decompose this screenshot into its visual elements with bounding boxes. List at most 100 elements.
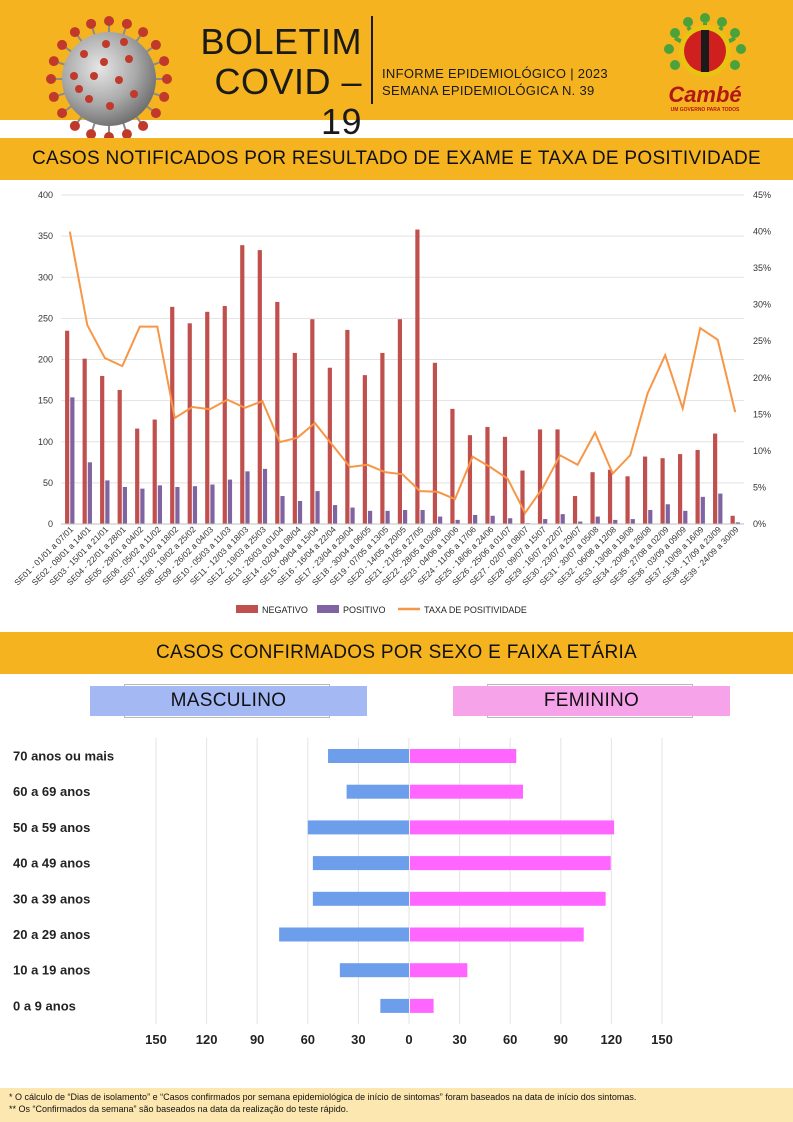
positivo-bar <box>297 500 303 524</box>
virus-spike-tip <box>69 120 80 131</box>
feminino-bar <box>410 749 517 763</box>
x-tick-label: 90 <box>250 1032 264 1047</box>
age-group-label: 70 anos ou mais <box>13 749 114 764</box>
x-tick-label: 60 <box>503 1032 517 1047</box>
virus-spike-tip <box>69 27 80 38</box>
negativo-bar <box>432 362 438 524</box>
x-tick-label: 30 <box>452 1032 466 1047</box>
y-tick-left: 200 <box>38 355 53 365</box>
virus-spike-tip <box>48 91 59 102</box>
positivo-bar <box>420 510 425 524</box>
y-tick-left: 250 <box>38 313 53 323</box>
positivo-bar <box>438 516 443 524</box>
x-tick-label: 0 <box>405 1032 412 1047</box>
legend-label: POSITIVO <box>343 605 386 615</box>
virus-spike-tip <box>57 108 68 119</box>
negativo-bar <box>117 389 122 524</box>
virus-spike-tip <box>86 129 97 140</box>
feminino-label: FEMININO <box>453 686 730 716</box>
feminino-bar <box>410 784 524 799</box>
notified-cases-chart: 400 350 300 250 200 150 100 50 0 45% 40% 35% 30% 25% 2… <box>12 190 771 615</box>
y-tick-right: 10% <box>753 446 771 456</box>
negativo-bar <box>65 330 70 524</box>
positivo-bar <box>280 496 285 524</box>
negativo-bar <box>327 367 332 524</box>
positivo-bar <box>595 516 600 524</box>
legend-swatch <box>236 605 258 613</box>
virus-spike-tip <box>150 108 161 119</box>
x-tick-label: 150 <box>145 1032 167 1047</box>
positivo-bar <box>700 496 705 524</box>
virus-spike-tip <box>46 74 56 84</box>
negativo-bar <box>222 306 227 524</box>
negativo-bar <box>362 375 367 524</box>
logo-wordmark: Cambé <box>668 82 742 107</box>
negativo-bar <box>450 408 455 524</box>
feminino-bar <box>410 963 468 978</box>
positivo-bar <box>262 468 268 524</box>
x-tick-label: 120 <box>196 1032 218 1047</box>
legend-swatch <box>317 605 339 613</box>
negativo-bar <box>240 245 245 525</box>
negativo-bar <box>310 319 315 524</box>
feminino-bar <box>410 927 584 942</box>
positivo-bar <box>227 479 233 524</box>
negativo-bar <box>275 301 280 524</box>
positivo-bar <box>630 519 635 524</box>
negativo-bar <box>170 306 175 524</box>
masculino-label: MASCULINO <box>90 686 367 716</box>
negativo-bar <box>257 250 262 525</box>
positivo-bar <box>578 521 583 524</box>
negativo-bar <box>520 470 525 524</box>
positivo-bar <box>175 486 180 524</box>
masculino-bar <box>279 927 409 942</box>
coronavirus-icon <box>46 16 172 142</box>
virus-protein-dot <box>100 58 108 66</box>
virus-protein-dot <box>102 40 110 48</box>
negativo-bar <box>607 469 613 524</box>
masculino-bar <box>307 820 409 835</box>
feminino-bar <box>410 856 611 871</box>
age-group-label: 0 a 9 anos <box>13 998 76 1013</box>
virus-spike-tip <box>104 16 114 26</box>
positivo-bar <box>192 486 198 524</box>
y-tick-left: 400 <box>38 190 53 200</box>
negativo-bar <box>730 515 735 524</box>
negativo-bar <box>82 358 87 524</box>
section-title-confirmed: CASOS CONFIRMADOS POR SEXO E FAIXA ETÁRI… <box>0 632 793 674</box>
x-tick-label: 60 <box>301 1032 315 1047</box>
y-tick-right: 25% <box>753 336 771 346</box>
virus-spike-tip <box>57 39 68 50</box>
epi-week-label: SEMANA EPIDEMIOLÓGICA N. 39 <box>382 83 595 98</box>
age-group-label: 60 a 69 anos <box>13 784 90 799</box>
negativo-bar <box>485 426 490 524</box>
virus-spike-tip <box>121 129 132 140</box>
negativo-bar <box>187 323 192 524</box>
positivo-bar <box>508 518 513 524</box>
positivo-bar <box>122 486 127 524</box>
masculino-bar <box>312 856 409 871</box>
positivo-bar <box>140 488 145 524</box>
virus-spike-tip <box>138 27 149 38</box>
positivo-bar <box>87 462 92 524</box>
x-tick-label: 90 <box>554 1032 568 1047</box>
virus-protein-dot <box>115 76 123 84</box>
negativo-bar <box>660 458 665 524</box>
section-title-notified: CASOS NOTIFICADOS POR RESULTADO DE EXAME… <box>0 138 793 180</box>
virus-protein-dot <box>80 50 88 58</box>
footer-notes: * O cálculo de “Dias de isolamento” e “C… <box>0 1088 793 1122</box>
negativo-bar <box>537 429 543 524</box>
footer-note-2: ** Os “Confirmados da semana” são basead… <box>9 1104 349 1114</box>
x-tick-label: 30 <box>351 1032 365 1047</box>
positivo-bar <box>350 507 355 524</box>
virus-spike-tip <box>121 18 132 29</box>
y-tick-right: 40% <box>753 227 771 237</box>
positivo-bar <box>245 471 250 524</box>
feminino-bar <box>410 998 434 1013</box>
x-tick-label: 120 <box>601 1032 623 1047</box>
virus-spike-tip <box>48 56 59 67</box>
virus-spike-tip <box>138 120 149 131</box>
negativo-bar <box>713 433 718 524</box>
negativo-bar <box>625 476 630 524</box>
negativo-bar <box>572 496 578 524</box>
